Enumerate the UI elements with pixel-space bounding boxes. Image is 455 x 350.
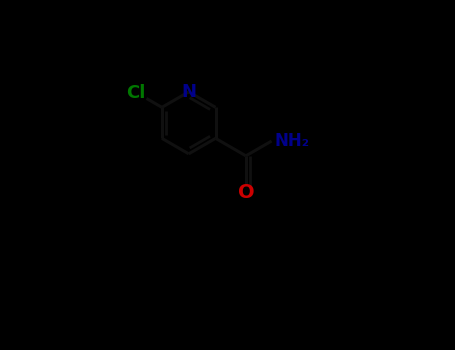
Text: O: O: [238, 183, 254, 202]
Text: NH₂: NH₂: [274, 132, 309, 150]
Text: N: N: [181, 83, 196, 101]
Text: Cl: Cl: [126, 84, 146, 101]
